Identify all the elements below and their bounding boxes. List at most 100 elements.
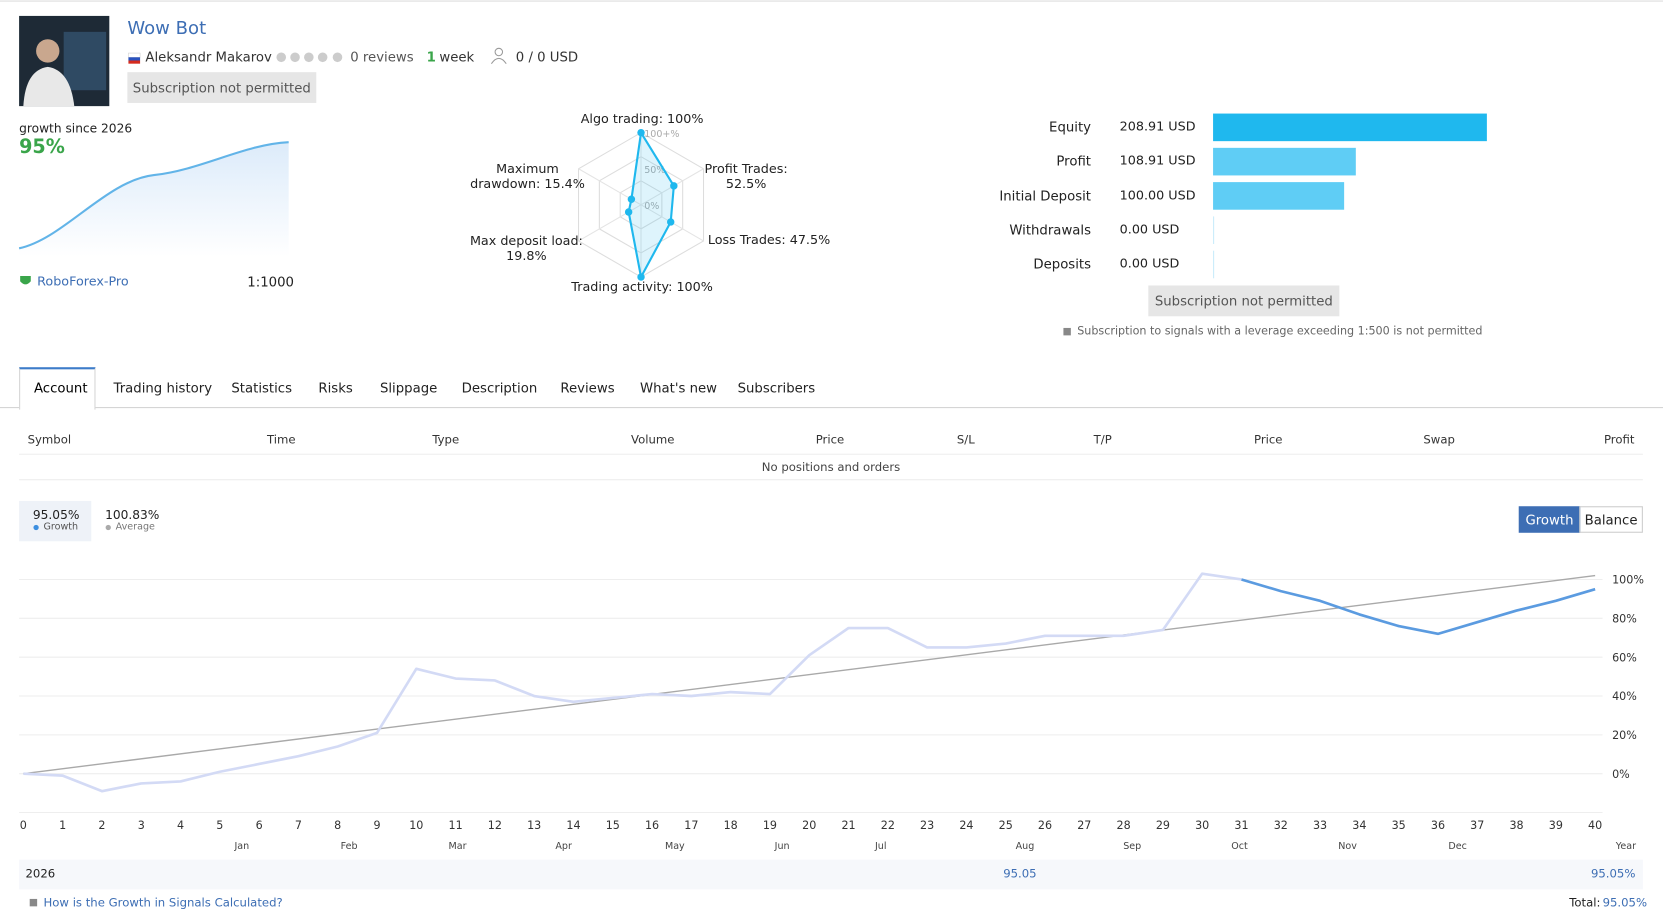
radar-point [666, 218, 675, 226]
stat-bar [1213, 216, 1215, 244]
y-tick-label: 20% [1612, 729, 1637, 742]
x-tick-label: 4 [177, 819, 184, 832]
reviews[interactable]: 0 reviews [350, 48, 414, 65]
subscribe-button[interactable]: Subscription not permitted [127, 72, 317, 103]
broker[interactable]: RoboForex-Pro [37, 273, 129, 289]
x-tick-label: 23 [920, 819, 934, 832]
growth-button[interactable]: Growth [1518, 506, 1581, 533]
leverage-note: Subscription to signals with a leverage … [1077, 324, 1483, 338]
month-label: Nov [1338, 841, 1357, 852]
summary-value[interactable]: 95.05% [32, 507, 80, 523]
radar-tick-label: 100+% [644, 129, 679, 140]
column-header: Swap [1423, 433, 1455, 447]
footer-total: 95.05% [1590, 867, 1636, 881]
column-header: Symbol [27, 433, 72, 447]
mini-chart-line [18, 141, 289, 250]
x-tick-label: 7 [295, 819, 302, 832]
balance-button[interactable]: Balance [1579, 506, 1643, 533]
column-header: Type [432, 433, 460, 447]
x-tick-label: 0 [20, 819, 27, 832]
x-tick-label: 11 [449, 819, 463, 832]
x-tick-label: 22 [881, 819, 895, 832]
verified-icon [20, 275, 31, 285]
flag-blue [128, 57, 141, 61]
stat-value: 0.00 USD [1119, 255, 1180, 271]
active-tab-box [19, 367, 96, 410]
rating-stars [276, 52, 343, 63]
stat-bar [1213, 250, 1215, 279]
stat-value: 0.00 USD [1119, 221, 1180, 237]
x-tick-label: 12 [488, 819, 502, 832]
summary-label[interactable]: Growth [43, 522, 79, 533]
y-tick-label: 40% [1612, 690, 1637, 703]
flag-red [128, 60, 141, 64]
x-tick-label: 3 [138, 819, 145, 832]
tab[interactable]: What's new [639, 379, 718, 396]
avatar-body [23, 66, 75, 107]
x-tick-label: 37 [1470, 819, 1484, 832]
stat-value: 100.00 USD [1119, 187, 1196, 203]
stat-label: Profit [1056, 153, 1092, 170]
radar-area [627, 129, 675, 281]
tab[interactable]: Description [461, 379, 538, 396]
tab[interactable]: Slippage [379, 379, 438, 396]
x-tick-label: 39 [1549, 819, 1563, 832]
signal-title[interactable]: Wow Bot [127, 18, 207, 40]
x-tick-label: 25 [999, 819, 1013, 832]
footer-mid: 95.05 [1003, 867, 1037, 881]
tab[interactable]: Risks [318, 379, 353, 396]
x-tick-label: 2 [98, 819, 105, 832]
footer-row [19, 859, 1643, 890]
month-label: Dec [1448, 841, 1466, 852]
summary-value[interactable]: 100.83% [105, 507, 160, 523]
column-header: Price [1254, 433, 1283, 447]
tab[interactable]: Statistics [231, 379, 293, 396]
subscribers-icon [490, 47, 507, 64]
x-tick-label: 19 [763, 819, 777, 832]
age-value: 1 [426, 48, 436, 65]
tab[interactable]: Trading history [113, 379, 213, 396]
x-tick-label: 27 [1077, 819, 1091, 832]
radar-point [670, 182, 678, 190]
growth-help-link[interactable]: How is the Growth in Signals Calculated? [43, 895, 283, 910]
summary-label[interactable]: Average [115, 522, 155, 533]
month-label: Sep [1123, 841, 1141, 852]
stats-subscribe-button[interactable]: Subscription not permitted [1148, 285, 1340, 317]
x-tick-label: 10 [409, 819, 423, 832]
stat-label: Withdrawals [1009, 221, 1092, 238]
subscribers: 0 / 0 USD [515, 48, 579, 65]
x-tick-label: 33 [1313, 819, 1327, 832]
column-header: S/L [956, 433, 975, 447]
column-header: Time [266, 433, 296, 447]
x-tick-label: 31 [1234, 819, 1248, 832]
column-header: Volume [630, 433, 675, 447]
x-tick-label: 20 [802, 819, 816, 832]
summary-active-bg [19, 500, 92, 542]
radar-label: Maximum drawdown: 15.4% [470, 161, 585, 192]
flag-white [128, 52, 141, 58]
total-value: 95.05% [1602, 895, 1648, 910]
tab[interactable]: Account [33, 379, 88, 396]
month-label: Apr [555, 841, 572, 852]
x-tick-label: 30 [1195, 819, 1209, 832]
x-tick-label: 21 [841, 819, 855, 832]
x-tick-label: 32 [1274, 819, 1288, 832]
author[interactable]: Aleksandr Makarov [145, 48, 272, 65]
leverage: 1:1000 [247, 273, 294, 290]
x-tick-label: 16 [645, 819, 659, 832]
month-label: Aug [1016, 841, 1035, 852]
positions-empty: No positions and orders [761, 460, 901, 475]
tab[interactable]: Subscribers [737, 379, 816, 396]
radar-label: Algo trading: 100% [580, 111, 704, 127]
column-header: T/P [1093, 433, 1112, 447]
y-tick-label: 100% [1612, 574, 1644, 587]
radar-point [624, 208, 633, 216]
note-icon [1063, 327, 1071, 336]
column-header: Price [815, 433, 845, 447]
average-dot [105, 524, 111, 531]
x-tick-label: 1 [59, 819, 66, 832]
tab[interactable]: Reviews [560, 379, 615, 396]
month-label: Jun [774, 841, 790, 852]
